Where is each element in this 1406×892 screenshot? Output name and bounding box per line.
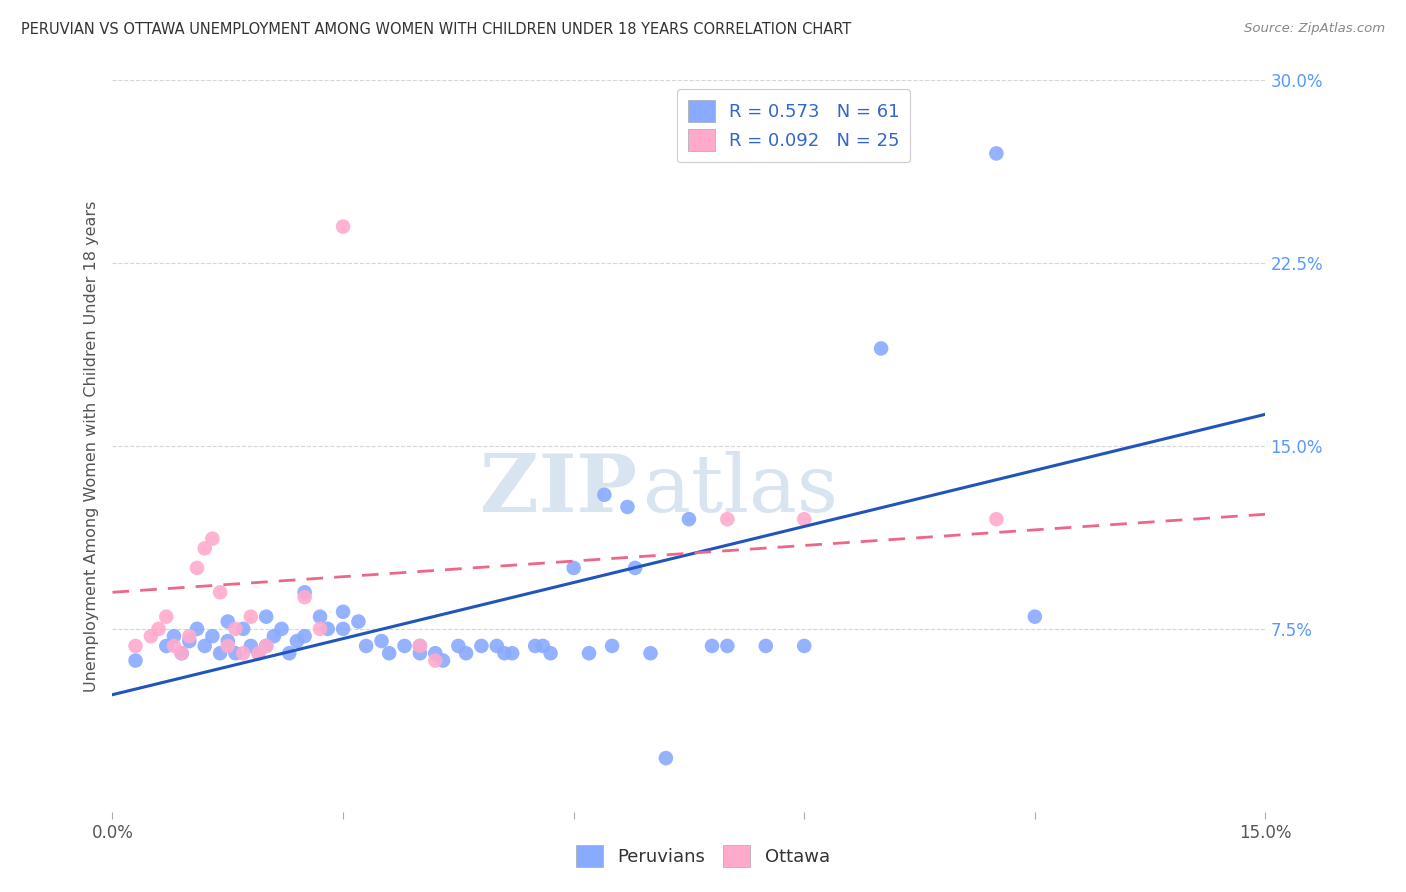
Text: atlas: atlas bbox=[643, 450, 838, 529]
Point bbox=[700, 639, 723, 653]
Point bbox=[986, 146, 1008, 161]
Point bbox=[793, 639, 815, 653]
Legend: Peruvians, Ottawa: Peruvians, Ottawa bbox=[568, 838, 838, 874]
Point bbox=[155, 609, 177, 624]
Point bbox=[655, 751, 678, 765]
Point bbox=[163, 629, 186, 643]
Point bbox=[217, 615, 239, 629]
Point bbox=[263, 629, 285, 643]
Point bbox=[755, 639, 778, 653]
Point bbox=[209, 646, 232, 660]
Point bbox=[716, 512, 738, 526]
Point bbox=[179, 634, 201, 648]
Point bbox=[501, 646, 523, 660]
Point bbox=[254, 609, 277, 624]
Point bbox=[170, 646, 193, 660]
Point bbox=[409, 646, 432, 660]
Point bbox=[294, 590, 316, 604]
Point bbox=[370, 634, 392, 648]
Point bbox=[232, 622, 254, 636]
Point bbox=[454, 646, 477, 660]
Point bbox=[409, 639, 432, 653]
Point bbox=[148, 622, 170, 636]
Point bbox=[616, 500, 638, 514]
Point bbox=[186, 561, 208, 575]
Point bbox=[278, 646, 301, 660]
Point bbox=[163, 639, 186, 653]
Point bbox=[1024, 609, 1046, 624]
Point bbox=[531, 639, 554, 653]
Point bbox=[593, 488, 616, 502]
Point bbox=[678, 512, 700, 526]
Point bbox=[239, 609, 262, 624]
Point bbox=[485, 639, 508, 653]
Point bbox=[425, 646, 447, 660]
Point bbox=[170, 646, 193, 660]
Point bbox=[232, 646, 254, 660]
Point bbox=[347, 615, 370, 629]
Point bbox=[332, 622, 354, 636]
Point bbox=[470, 639, 492, 653]
Point bbox=[285, 634, 308, 648]
Y-axis label: Unemployment Among Women with Children Under 18 years: Unemployment Among Women with Children U… bbox=[84, 201, 100, 691]
Point bbox=[394, 639, 416, 653]
Point bbox=[354, 639, 377, 653]
Point bbox=[793, 512, 815, 526]
Point bbox=[294, 629, 316, 643]
Point bbox=[378, 646, 401, 660]
Point bbox=[217, 634, 239, 648]
Point bbox=[578, 646, 600, 660]
Point bbox=[316, 622, 339, 636]
Point bbox=[254, 639, 277, 653]
Point bbox=[179, 629, 201, 643]
Point bbox=[309, 622, 332, 636]
Point bbox=[600, 639, 623, 653]
Point bbox=[624, 561, 647, 575]
Point bbox=[562, 561, 585, 575]
Point bbox=[986, 512, 1008, 526]
Point bbox=[540, 646, 562, 660]
Point bbox=[186, 622, 208, 636]
Point bbox=[201, 629, 224, 643]
Point bbox=[194, 541, 217, 556]
Point bbox=[239, 639, 262, 653]
Point bbox=[155, 639, 177, 653]
Point bbox=[294, 585, 316, 599]
Point bbox=[209, 585, 232, 599]
Point bbox=[139, 629, 162, 643]
Point bbox=[870, 342, 893, 356]
Point bbox=[124, 654, 146, 668]
Point bbox=[716, 639, 738, 653]
Point bbox=[332, 219, 354, 234]
Point bbox=[217, 639, 239, 653]
Point bbox=[224, 646, 246, 660]
Point bbox=[247, 646, 270, 660]
Point bbox=[332, 605, 354, 619]
Point bbox=[309, 609, 332, 624]
Point bbox=[425, 654, 447, 668]
Point bbox=[494, 646, 516, 660]
Point bbox=[524, 639, 547, 653]
Text: PERUVIAN VS OTTAWA UNEMPLOYMENT AMONG WOMEN WITH CHILDREN UNDER 18 YEARS CORRELA: PERUVIAN VS OTTAWA UNEMPLOYMENT AMONG WO… bbox=[21, 22, 852, 37]
Point bbox=[409, 639, 432, 653]
Point bbox=[432, 654, 454, 668]
Point bbox=[201, 532, 224, 546]
Text: Source: ZipAtlas.com: Source: ZipAtlas.com bbox=[1244, 22, 1385, 36]
Text: ZIP: ZIP bbox=[479, 450, 637, 529]
Point bbox=[224, 622, 246, 636]
Point bbox=[254, 639, 277, 653]
Point bbox=[447, 639, 470, 653]
Point bbox=[124, 639, 146, 653]
Point bbox=[640, 646, 662, 660]
Point bbox=[247, 646, 270, 660]
Legend: R = 0.573   N = 61, R = 0.092   N = 25: R = 0.573 N = 61, R = 0.092 N = 25 bbox=[676, 89, 911, 162]
Point bbox=[270, 622, 292, 636]
Point bbox=[194, 639, 217, 653]
